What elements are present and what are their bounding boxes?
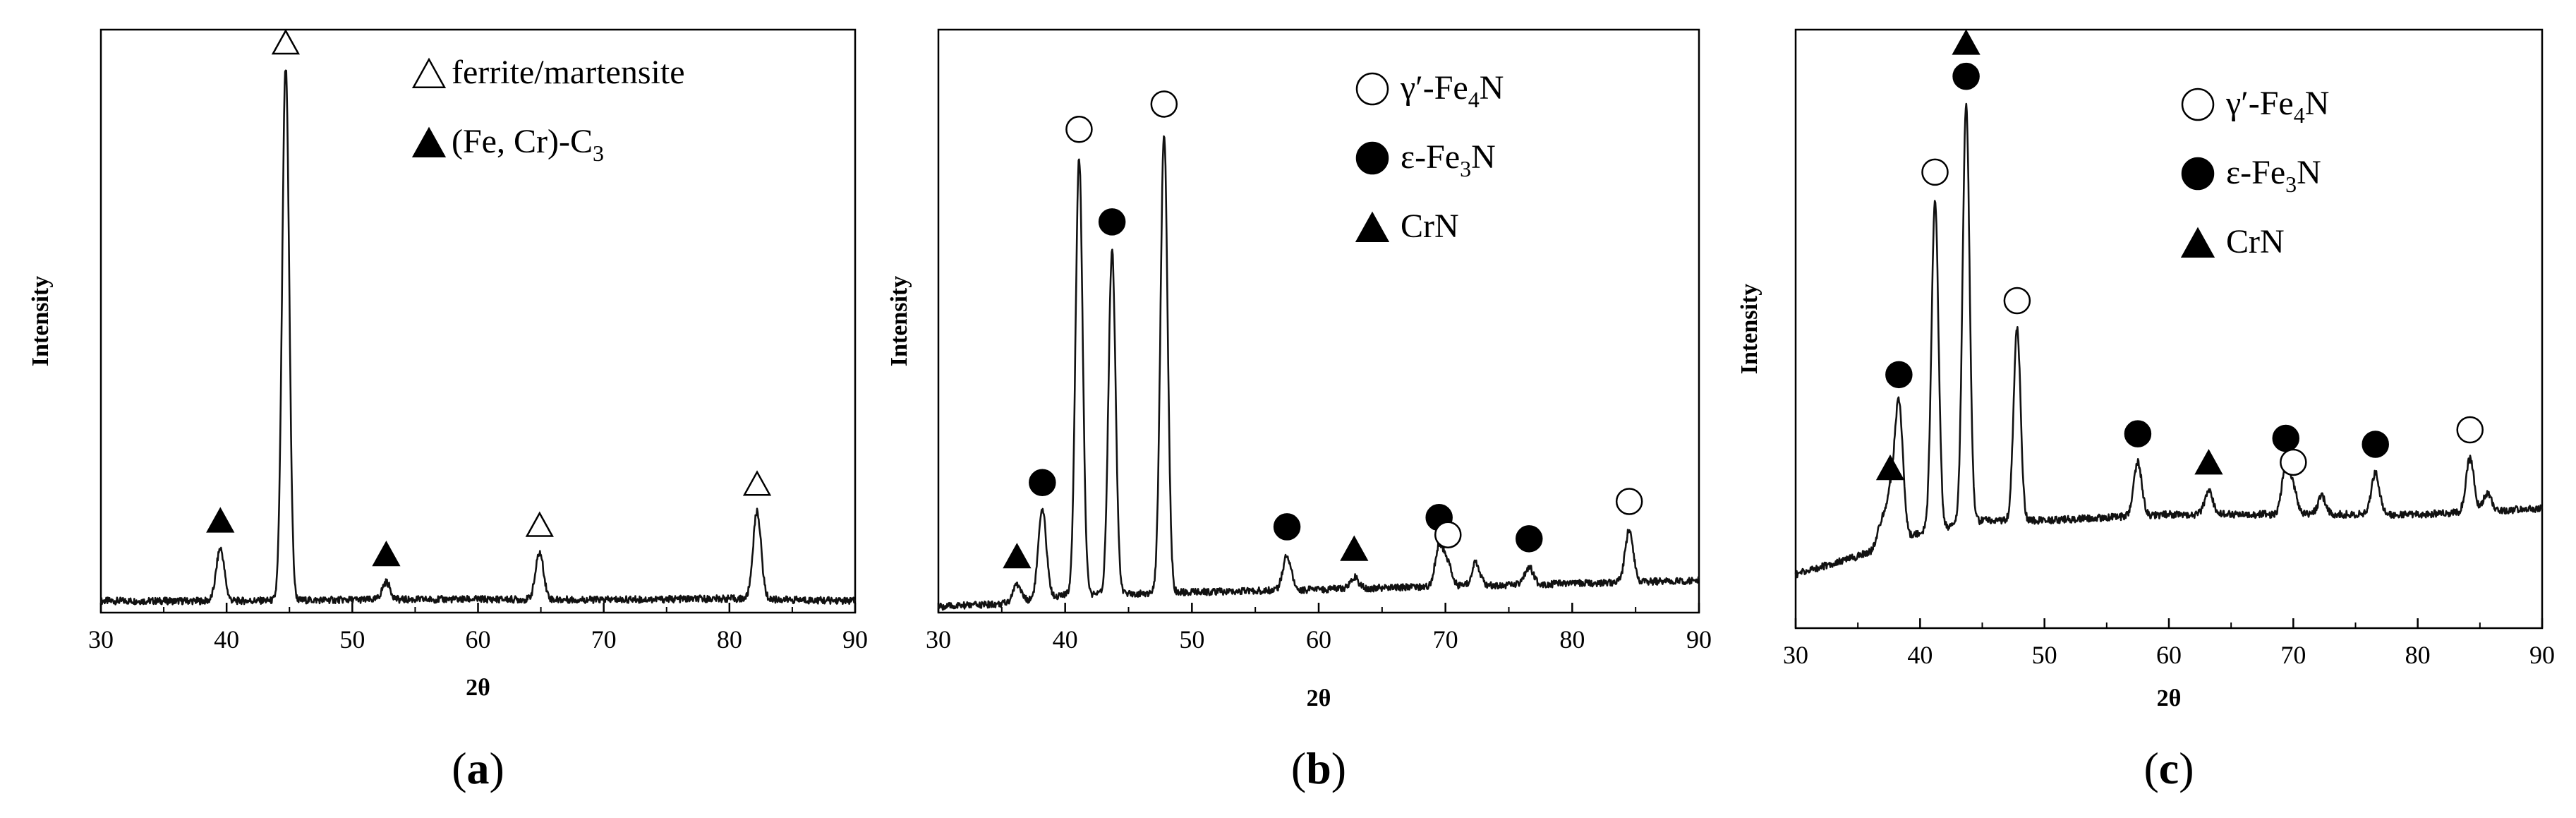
filled-circle-icon: [1885, 361, 1913, 389]
x-tick-label: 50: [2032, 641, 2057, 669]
x-tick-label: 30: [926, 625, 951, 654]
legend-label: ferrite/martensite: [452, 54, 685, 91]
filled-circle-icon: [1355, 141, 1389, 175]
x-tick-label: 60: [2156, 641, 2182, 669]
x-tick-label: 30: [1783, 641, 1808, 669]
filled-triangle-icon: [2180, 227, 2215, 258]
filled-circle-icon: [2181, 157, 2215, 191]
open-circle-icon: [1355, 72, 1389, 106]
legend-item: γ′-Fe4N: [2181, 85, 2329, 128]
panel-label: (c): [2143, 743, 2194, 793]
x-tick-label: 40: [1053, 625, 1078, 654]
legend-item: ε-Fe3N: [2181, 154, 2321, 197]
x-tick-label: 80: [2405, 641, 2431, 669]
diffraction-trace: [937, 135, 1700, 611]
x-tick-label: 60: [466, 625, 491, 654]
y-axis-label: Intensity: [28, 276, 54, 366]
filled-triangle-icon: [2194, 449, 2223, 475]
x-tick-label: 90: [2529, 641, 2555, 669]
legend-item: ferrite/martensite: [411, 54, 685, 91]
legend-item: γ′-Fe4N: [1355, 69, 1504, 112]
filled-circle-icon: [2362, 431, 2389, 458]
open-triangle-icon: [411, 57, 447, 89]
x-tick-label: 50: [339, 625, 365, 654]
x-axis-label: 2θ: [1307, 685, 1331, 711]
filled-circle-icon: [1952, 62, 1980, 90]
y-axis-label: Intensity: [886, 276, 912, 366]
filled-triangle-icon: [1952, 29, 1981, 55]
x-axis-label: 2θ: [466, 675, 490, 701]
x-tick-label: 30: [88, 625, 114, 654]
filled-circle-icon: [1515, 525, 1543, 553]
x-tick-label: 90: [1686, 625, 1712, 654]
filled-triangle-icon: [372, 541, 401, 567]
x-axis-label: 2θ: [2157, 685, 2182, 711]
legend-label: ε-Fe3N: [1401, 138, 1496, 181]
x-tick-label: 40: [214, 625, 239, 654]
x-tick-label: 80: [1559, 625, 1585, 654]
filled-circle-icon: [1029, 469, 1056, 497]
open-circle-icon: [1615, 488, 1643, 515]
x-tick-label: 60: [1306, 625, 1331, 654]
open-circle-icon: [1921, 158, 1949, 186]
open-triangle-icon: [525, 511, 554, 537]
panel-c: 30 40 50 60 70 80 90 2θ Intensity γ′-Fe4N ε-Fe3N Cr…: [1736, 28, 2555, 793]
open-triangle-icon: [271, 29, 301, 55]
open-circle-icon: [1150, 90, 1178, 118]
open-circle-icon: [2003, 287, 2031, 315]
x-tick-label: 40: [1907, 641, 1933, 669]
panel-a: 30 40 50 60 70 80 90 2θ Intensity ferrite/martens…: [28, 28, 868, 793]
legend-item: ε-Fe3N: [1355, 138, 1496, 181]
plot-frame: [1794, 28, 2544, 630]
panel-label: (a): [452, 743, 504, 793]
filled-triangle-icon: [1355, 211, 1390, 243]
x-tick-label: 70: [1433, 625, 1458, 654]
x-tick-label: 50: [1179, 625, 1204, 654]
legend-label: CrN: [1401, 207, 1459, 245]
open-circle-icon: [2456, 416, 2484, 444]
panel-b: 30 40 50 60 70 80 90 2θ Intensity γ′-Fe4N ε-Fe3N Cr…: [886, 28, 1712, 793]
open-circle-icon: [1065, 116, 1093, 143]
filled-triangle-icon: [206, 507, 235, 533]
open-circle-icon: [1434, 521, 1462, 548]
legend-item: CrN: [2180, 223, 2285, 260]
open-circle-icon: [2181, 88, 2215, 121]
open-circle-icon: [2280, 448, 2307, 476]
panel-label: (b): [1291, 743, 1346, 793]
x-tick-label: 70: [2280, 641, 2306, 669]
diffraction-trace: [1794, 102, 2544, 579]
legend-label: γ′-Fe4N: [1400, 69, 1504, 112]
filled-circle-icon: [2272, 424, 2300, 452]
diffraction-trace: [99, 69, 857, 606]
filled-triangle-icon: [1875, 454, 1905, 481]
open-triangle-icon: [742, 470, 772, 496]
x-tick-label: 70: [591, 625, 617, 654]
filled-triangle-icon: [1003, 543, 1032, 569]
legend-label: CrN: [2226, 223, 2285, 260]
legend-label: (Fe, Cr)-C3: [452, 123, 604, 166]
legend-label: ε-Fe3N: [2226, 154, 2321, 197]
filled-triangle-icon: [1340, 535, 1369, 561]
filled-circle-icon: [1098, 208, 1126, 236]
x-tick-label: 80: [717, 625, 742, 654]
legend-item: CrN: [1355, 207, 1459, 245]
filled-circle-icon: [2124, 420, 2152, 447]
filled-triangle-icon: [411, 126, 447, 158]
y-axis-label: Intensity: [1736, 284, 1762, 374]
legend-item: (Fe, Cr)-C3: [411, 123, 604, 166]
legend-label: γ′-Fe4N: [2225, 85, 2329, 128]
x-tick-label: 90: [842, 625, 868, 654]
plot-frame: [937, 28, 1700, 614]
filled-circle-icon: [1273, 513, 1301, 541]
